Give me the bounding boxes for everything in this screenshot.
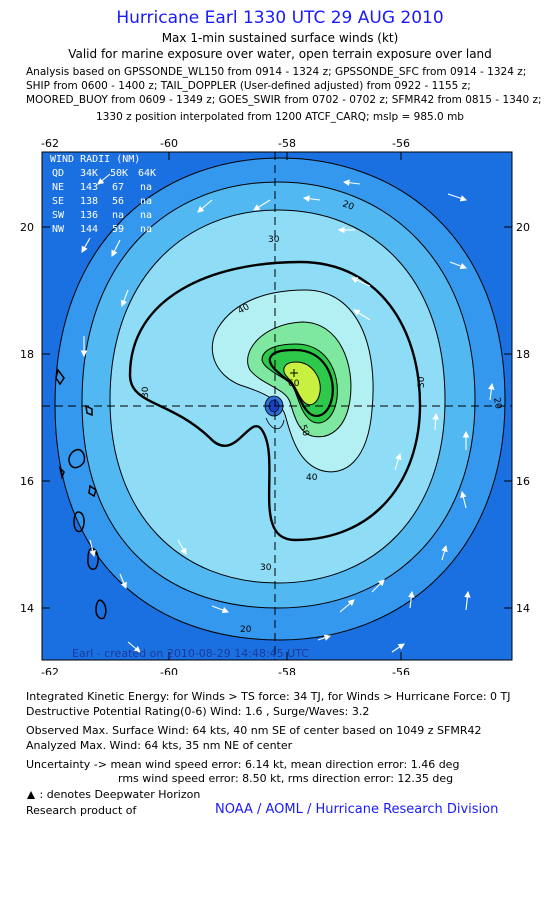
map-subtitle-exposure: Valid for marine exposure over water, op… — [68, 47, 492, 61]
contour-label: 30 — [141, 386, 151, 398]
radii-row-nw-qd: NW — [52, 224, 65, 235]
max-wind-marker — [290, 369, 298, 377]
lat-label-right-18: 18 — [516, 348, 530, 361]
uncertainty-line-2: rms wind speed error: 8.50 kt, rms direc… — [118, 772, 454, 785]
lon-label-bottom-60: -60 — [160, 666, 178, 675]
radii-header-64k: 64K — [138, 168, 156, 179]
radii-header-50k: 50K — [110, 168, 128, 179]
lat-label-left-18: 18 — [20, 348, 34, 361]
contour-label: 30 — [260, 563, 272, 573]
radii-row-sw-34: 136 — [80, 210, 98, 221]
deepwater-horizon-icon — [27, 791, 35, 799]
research-product-label: Research product of — [26, 804, 137, 817]
wind-radii-table: WIND RADII (NM) QD 34K 50K 64K NE 143 67… — [50, 154, 156, 235]
dpr-line: Destructive Potential Rating(0-6) Wind: … — [26, 705, 370, 718]
noaa-aoml-link[interactable]: NOAA / AOML / Hurricane Research Divisio… — [215, 802, 499, 817]
lat-label-left-16: 16 — [20, 475, 34, 488]
analysis-line-3: MOORED_BUOY from 0609 - 1349 z; GOES_SWI… — [26, 94, 542, 106]
radii-row-nw-64: na — [140, 224, 152, 235]
contour-34kt-bold — [128, 260, 422, 542]
radii-row-nw-50: 59 — [112, 224, 124, 235]
lat-label-right-20: 20 — [516, 221, 530, 234]
ike-line: Integrated Kinetic Energy: for Winds > T… — [26, 690, 511, 703]
radii-row-sw-64: na — [140, 210, 152, 221]
deepwater-legend: : denotes Deepwater Horizon — [26, 788, 200, 801]
contour-label: 20 — [240, 625, 252, 635]
radii-row-sw-50: na — [112, 210, 124, 221]
map-title: Hurricane Earl 1330 UTC 29 AUG 2010 — [116, 8, 444, 28]
radii-row-ne-qd: NE — [52, 182, 64, 193]
radii-row-se-64: na — [140, 196, 152, 207]
analyzed-max-line: Analyzed Max. Wind: 64 kts, 35 nm NE of … — [26, 739, 293, 752]
lat-label-right-16: 16 — [516, 475, 530, 488]
map-credit: Earl - created on 2010-08-29 14:48:45 UT… — [72, 647, 309, 660]
lat-label-left-14: 14 — [20, 602, 34, 615]
contour-label: 60 — [288, 379, 300, 389]
contour-label: 20 — [341, 199, 355, 212]
radii-row-se-50: 56 — [112, 196, 124, 207]
lat-label-right-14: 14 — [516, 602, 530, 615]
radii-row-ne-64: na — [140, 182, 152, 193]
axis-ticks — [41, 152, 512, 660]
contour-label: 40 — [306, 473, 318, 483]
lon-label-top-56: -56 — [392, 137, 410, 150]
wind-vectors — [80, 173, 495, 653]
contour-64kt-bold — [268, 348, 334, 417]
contour-label: 50 — [297, 424, 310, 438]
center-contour-notch — [265, 417, 285, 430]
contour-label: 30 — [268, 235, 280, 245]
wind-field-map: -62 -60 -58 -56 -62 -60 -58 -56 20 18 16… — [20, 137, 530, 675]
radii-header-qd: QD — [52, 168, 64, 179]
position-line: 1330 z position interpolated from 1200 A… — [96, 111, 464, 123]
contour-label: 30 — [417, 376, 427, 388]
radii-header-34k: 34K — [80, 168, 98, 179]
lat-label-left-20: 20 — [20, 221, 34, 234]
radii-row-sw-qd: SW — [52, 210, 65, 221]
lon-label-bottom-58: -58 — [278, 666, 296, 675]
radii-row-se-34: 138 — [80, 196, 98, 207]
lon-label-top-58: -58 — [278, 137, 296, 150]
radii-row-ne-50: 67 — [112, 182, 124, 193]
deepwater-legend-text: : denotes Deepwater Horizon — [39, 788, 201, 801]
lon-label-top-62: -62 — [41, 137, 59, 150]
lon-label-top-60: -60 — [160, 137, 178, 150]
uncertainty-line-1: Uncertainty -> mean wind speed error: 6.… — [26, 758, 460, 771]
lon-label-bottom-56: -56 — [392, 666, 410, 675]
observed-max-line: Observed Max. Surface Wind: 64 kts, 40 n… — [26, 724, 482, 737]
contour-labels: 20 30 40 30 60 50 40 30 30 20 20 — [141, 199, 503, 635]
radii-row-nw-34: 144 — [80, 224, 98, 235]
radii-row-se-qd: SE — [52, 196, 64, 207]
lon-label-bottom-62: -62 — [41, 666, 59, 675]
analysis-line-1: Analysis based on GPSSONDE_WL150 from 09… — [26, 66, 527, 78]
radii-table-title: WIND RADII (NM) — [50, 154, 140, 165]
map-frame — [41, 151, 513, 661]
map-subtitle-winds: Max 1-min sustained surface winds (kt) — [161, 31, 399, 45]
analysis-line-2: SHIP from 0600 - 1400 z; TAIL_DOPPLER (U… — [26, 80, 471, 92]
radii-row-ne-34: 143 — [80, 182, 98, 193]
contour-label: 20 — [491, 397, 503, 410]
coastline-islands — [55, 368, 107, 620]
